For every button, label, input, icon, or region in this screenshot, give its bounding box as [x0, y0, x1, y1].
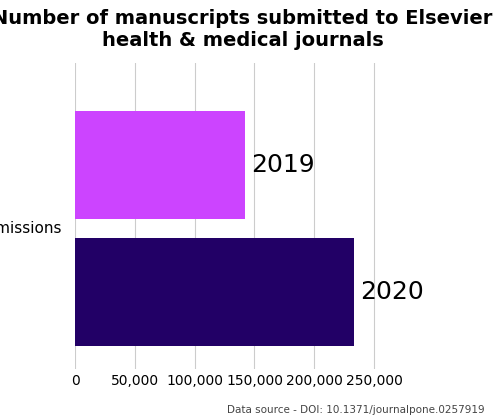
Text: Submissions: Submissions — [0, 221, 62, 236]
Bar — [75, 238, 354, 347]
Text: Data source - DOI: 10.1371/journalpone.0257919: Data source - DOI: 10.1371/journalpone.0… — [228, 405, 485, 415]
Text: 2020: 2020 — [360, 280, 424, 304]
Title: Number of manuscripts submitted to Elsevier
health & medical journals: Number of manuscripts submitted to Elsev… — [0, 9, 492, 50]
Bar — [75, 111, 245, 219]
Text: 2019: 2019 — [251, 153, 314, 177]
